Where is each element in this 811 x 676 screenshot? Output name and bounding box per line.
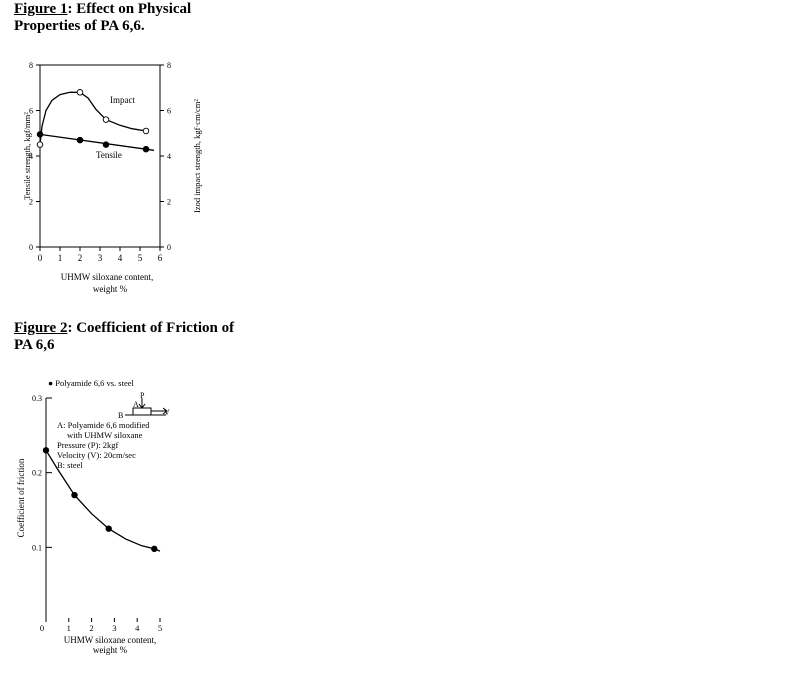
figure-2-heading: Figure 2: Coefficient of Friction of PA … [14, 320, 254, 354]
specimen-block [132, 407, 152, 416]
x-tick-label: 4 [135, 623, 140, 633]
annotation-text: A: Polyamide 6,6 modified with UHMW silo… [57, 420, 150, 470]
data-point-friction [105, 525, 112, 532]
x-tick-label: 1 [67, 623, 71, 633]
x-tick-label: 3 [112, 623, 116, 633]
figure-1-label: Figure 1 [14, 1, 68, 17]
chart-1-x-axis-label-line1: UHMW siloxane content, [61, 272, 154, 282]
force-label: P [140, 391, 145, 400]
force-arrow-icon [138, 403, 146, 409]
data-point-impact [102, 116, 110, 123]
chart-2-ticks: 0.1 0.2 0.3 0 1 2 3 4 5 [32, 394, 162, 633]
impact-series-label: Impact [110, 95, 135, 105]
chart-2-legend: ● Polyamide 6,6 vs. steel [48, 378, 135, 388]
y-tick-label: 2 [29, 198, 33, 207]
figure-2-label: Figure 2 [14, 320, 68, 336]
y2-tick-label: 6 [167, 107, 171, 116]
figure-2-title: : Coefficient of Friction of PA 6,6 [14, 320, 235, 353]
data-point-impact [36, 141, 44, 148]
data-point-friction [151, 545, 158, 553]
chart-1-x-axis-label-line2: weight % [93, 284, 128, 294]
chart-1-ticks: 0 2 4 6 8 0 2 4 6 8 0 1 2 3 4 5 6 [29, 61, 171, 263]
x-tick-label: 0 [40, 623, 44, 633]
friction-chart: 0.1 0.2 0.3 0 1 2 3 4 5 ● Polyamide 6,6 vs. stee… [16, 378, 170, 655]
steel-label: B [118, 411, 123, 420]
tensile-impact-chart: 0 2 4 6 8 0 2 4 6 8 0 1 2 3 4 5 6 Tensile strength, kgf/… [22, 61, 202, 294]
chart-1-series [36, 89, 155, 153]
y-tick-label: 0.2 [32, 469, 42, 478]
data-point-impact [76, 89, 84, 96]
specimen-label: A [133, 400, 139, 409]
x-tick-label: 2 [78, 253, 83, 263]
chart-2-x-axis-label-line2: weight % [93, 645, 128, 655]
x-tick-label: 1 [58, 253, 63, 263]
figure-1-title: : Effect on Physical Properties of PA 6,… [14, 1, 192, 34]
chart-2-series [42, 447, 161, 553]
series-line-tensile [39, 133, 155, 151]
y-tick-label: 0.3 [32, 394, 42, 403]
y2-tick-label: 4 [167, 152, 171, 161]
velocity-label: V [164, 408, 170, 417]
x-tick-label: 5 [158, 623, 162, 633]
chart-1-y2-axis-label: Izod impact strength, kgf·cm/cm² [192, 99, 202, 213]
data-point-tensile [36, 131, 44, 138]
x-tick-label: 2 [89, 623, 93, 633]
figure-1-heading: Figure 1: Effect on Physical Properties … [14, 1, 234, 35]
y2-tick-label: 8 [167, 61, 171, 70]
y-tick-label: 4 [29, 152, 33, 161]
chart-1-y-axis-label: Tensile strength, kgf/mm² [22, 112, 32, 200]
y2-tick-label: 0 [167, 243, 171, 252]
y-tick-label: 6 [29, 107, 33, 116]
chart-2-x-axis-label-line1: UHMW siloxane content, [64, 635, 157, 645]
y-tick-label: 0.1 [32, 543, 42, 552]
data-point-tensile [142, 145, 150, 153]
annotation-line: Velocity (V): 20cm/sec [57, 450, 136, 460]
data-point-impact [142, 127, 150, 135]
x-tick-label: 0 [38, 253, 43, 263]
annotation-line: B: steel [57, 460, 83, 470]
annotation-line: A: Polyamide 6,6 modified [57, 420, 150, 430]
velocity-arrow-icon [151, 407, 168, 415]
test-setup-diagram: P A B V [118, 391, 170, 420]
y-tick-label: 8 [29, 61, 33, 70]
annotation-line: Pressure (P): 2kgf [57, 440, 119, 450]
data-point-friction [71, 491, 78, 499]
data-point-tensile [76, 136, 84, 144]
x-tick-label: 5 [138, 253, 143, 263]
tensile-series-label: Tensile [96, 150, 122, 160]
data-point-tensile [102, 141, 110, 148]
data-point-friction [42, 447, 50, 454]
y2-tick-label: 2 [167, 198, 171, 207]
x-tick-label: 6 [158, 253, 163, 263]
chart-2-y-axis-label: Coefficient of friction [16, 458, 26, 537]
x-tick-label: 3 [98, 253, 103, 263]
x-tick-label: 4 [118, 253, 123, 263]
y-tick-label: 0 [29, 243, 33, 252]
annotation-line: with UHMW siloxane [67, 430, 143, 440]
